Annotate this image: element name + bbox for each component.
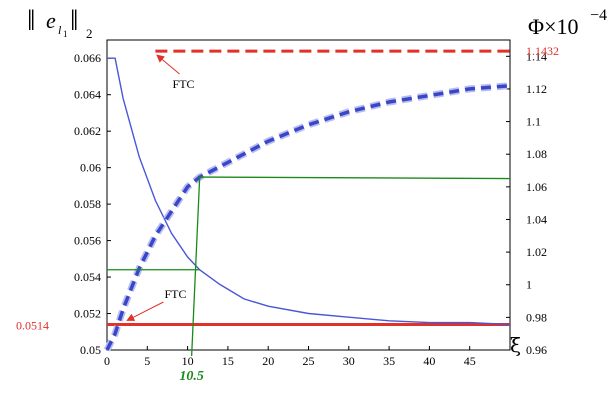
right-y-tick-label: 0.96 (526, 343, 547, 357)
left-y-tick-label: 0.066 (74, 51, 101, 65)
right-label-main: Φ×10 (528, 14, 579, 39)
x-tick-label: 10 (182, 354, 194, 368)
label-sub2: 1 (63, 29, 68, 39)
left-y-tick-label: 0.052 (74, 307, 101, 321)
right-y-tick-label: 1.08 (526, 147, 547, 161)
green-marker-lines (107, 176, 511, 357)
x-tick-label: 5 (144, 354, 150, 368)
annotations: FTC FTC 10.5 (126, 54, 204, 384)
right-y-axis-ticks: 0.96 0.98 1 1.02 1.04 1.06 1.08 1.1 1.12 1.14 (506, 49, 547, 357)
label-symbol: e (46, 8, 56, 33)
left-y-tick-label: 0.056 (74, 234, 101, 248)
right-y-tick-label: 0.98 (526, 310, 547, 324)
x-marker-value-label: 10.5 (179, 369, 204, 384)
right-label-exponent: −4 (590, 7, 607, 24)
reference-lines: 1.1432 0.0514 (16, 44, 559, 332)
right-y-tick-label: 1.06 (526, 180, 547, 194)
left-reference-value-label: 0.0514 (16, 318, 49, 332)
plot-area-frame (106, 39, 511, 351)
left-y-axis-label: ‖ e l 1 ‖ 2 (27, 4, 93, 41)
right-y-tick-label: 1.02 (526, 245, 547, 259)
left-y-tick-label: 0.064 (74, 88, 101, 102)
ftc-bottom-arrow (126, 301, 164, 321)
right-y-axis-label: Φ×10 −4 (528, 7, 607, 39)
right-y-tick-label: 1.1 (526, 115, 541, 129)
label-outer-sub: 2 (86, 26, 93, 41)
series-0-line (107, 57, 511, 326)
right-y-tick-label: 1.12 (526, 82, 547, 96)
x-tick-label: 35 (383, 354, 395, 368)
x-axis-label: ξ (510, 333, 521, 357)
norm-close: ‖ (70, 4, 78, 37)
right-y-tick-label: 1.14 (526, 49, 547, 63)
series-1-line (105, 83, 511, 351)
left-y-tick-label: 0.062 (74, 124, 101, 138)
left-y-tick-label: 0.06 (80, 161, 101, 175)
ftc-top-label: FTC (173, 77, 195, 91)
norm-open: ‖ (27, 4, 35, 37)
left-y-axis-ticks: 0.05 0.052 0.054 0.056 0.058 0.06 0.062 0.064 0.… (74, 51, 111, 357)
ftc-top-arrow (156, 54, 180, 75)
left-y-tick-label: 0.058 (74, 197, 101, 211)
left-y-tick-label: 0.05 (80, 343, 101, 357)
right-y-tick-label: 1 (526, 278, 532, 292)
x-tick-label: 30 (343, 354, 355, 368)
x-axis-ticks: 0 5 10 15 20 25 30 35 40 45 (104, 346, 476, 368)
ftc-bottom-label: FTC (165, 287, 187, 301)
x-tick-label: 45 (464, 354, 476, 368)
label-sub1: l (58, 23, 62, 37)
green-vertical (190, 177, 201, 357)
x-tick-label: 40 (423, 354, 435, 368)
right-y-tick-label: 1.04 (526, 212, 547, 226)
x-tick-label: 15 (222, 354, 234, 368)
x-tick-label: 20 (262, 354, 274, 368)
x-tick-label: 0 (104, 354, 110, 368)
series-group (103, 57, 511, 352)
x-tick-label: 25 (303, 354, 315, 368)
right-reference-value-label: 1.1432 (526, 44, 559, 58)
green-right-horizontal (199, 176, 511, 180)
left-y-tick-label: 0.054 (74, 270, 101, 284)
